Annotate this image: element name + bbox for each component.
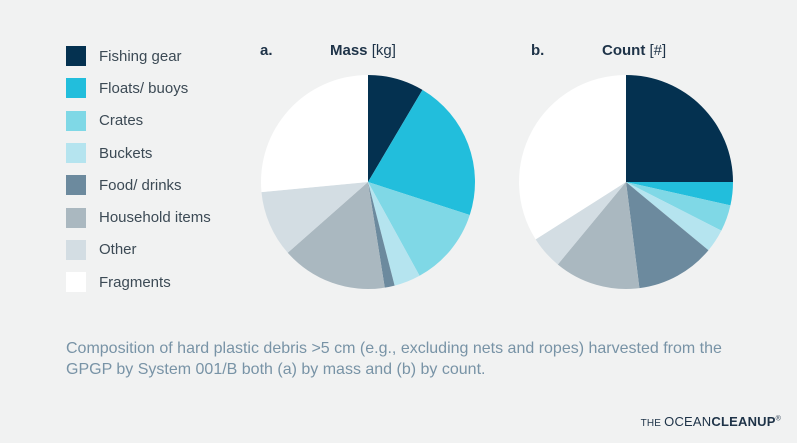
pie-chart-count [519, 75, 733, 290]
legend-item-household-items: Household items [66, 201, 211, 233]
pie-slice-buckets [626, 182, 722, 251]
legend-item-other: Other [66, 234, 211, 266]
chart-title-unit: [kg] [367, 42, 396, 59]
chart-title-bold: Mass [330, 42, 368, 59]
pie-slice-other [535, 182, 626, 265]
legend-label: Buckets [99, 144, 153, 162]
legend-label: Food/ drinks [99, 176, 182, 194]
pie-slice-fragments [260, 74, 368, 193]
pie-slice-floats-buoys [626, 182, 733, 206]
legend-label: Floats/ buoys [99, 79, 189, 97]
chart-title-unit: [#] [645, 42, 667, 59]
pie-slice-fishing-gear [626, 75, 733, 182]
legend-item-fragments: Fragments [66, 266, 211, 298]
pie-slice-fishing-gear [368, 75, 423, 182]
pie-slice-household-items [557, 182, 640, 290]
legend: Fishing gear Floats/ buoys Crates Bucket… [66, 40, 211, 298]
chart-title-count: Count [#] [602, 42, 666, 59]
legend-label: Fishing gear [99, 47, 182, 65]
pie-slice-fragments [519, 75, 626, 240]
panel-label-b: b. [531, 42, 545, 59]
legend-swatch [66, 110, 86, 131]
legend-swatch [66, 207, 86, 228]
pie-slice-floats-buoys [368, 89, 475, 216]
legend-swatch [66, 46, 86, 67]
pie-slice-crates [368, 182, 470, 276]
legend-swatch [66, 175, 86, 196]
legend-label: Household items [99, 209, 211, 227]
pie-slice-buckets [368, 182, 420, 286]
pie-slice-other [261, 182, 368, 253]
legend-swatch [66, 143, 86, 164]
legend-label: Other [99, 241, 137, 259]
legend-label: Crates [99, 112, 144, 130]
legend-swatch [66, 272, 86, 293]
legend-swatch [66, 78, 86, 99]
legend-item-floats-buoys: Floats/ buoys [66, 72, 211, 104]
pie-slice-crates [626, 182, 731, 231]
legend-item-fishing-gear: Fishing gear [66, 40, 211, 72]
legend-label: Fragments [99, 273, 171, 291]
the-ocean-cleanup-logo: THE OCEANCLEANUP® [640, 414, 781, 429]
chart-title-mass: Mass [kg] [330, 42, 396, 59]
pie-slice-food-drinks [368, 182, 395, 288]
legend-item-food-drinks: Food/ drinks [66, 169, 211, 201]
legend-item-buckets: Buckets [66, 137, 211, 169]
pie-slice-food-drinks [626, 182, 709, 289]
pie-chart-mass [260, 74, 475, 289]
panel-label-a: a. [260, 42, 273, 59]
pie-slice-household-items [287, 182, 385, 289]
chart-title-bold: Count [602, 42, 646, 59]
legend-swatch [66, 239, 86, 260]
figure-caption: Composition of hard plastic debris >5 cm… [66, 340, 722, 378]
legend-item-crates: Crates [66, 105, 211, 137]
